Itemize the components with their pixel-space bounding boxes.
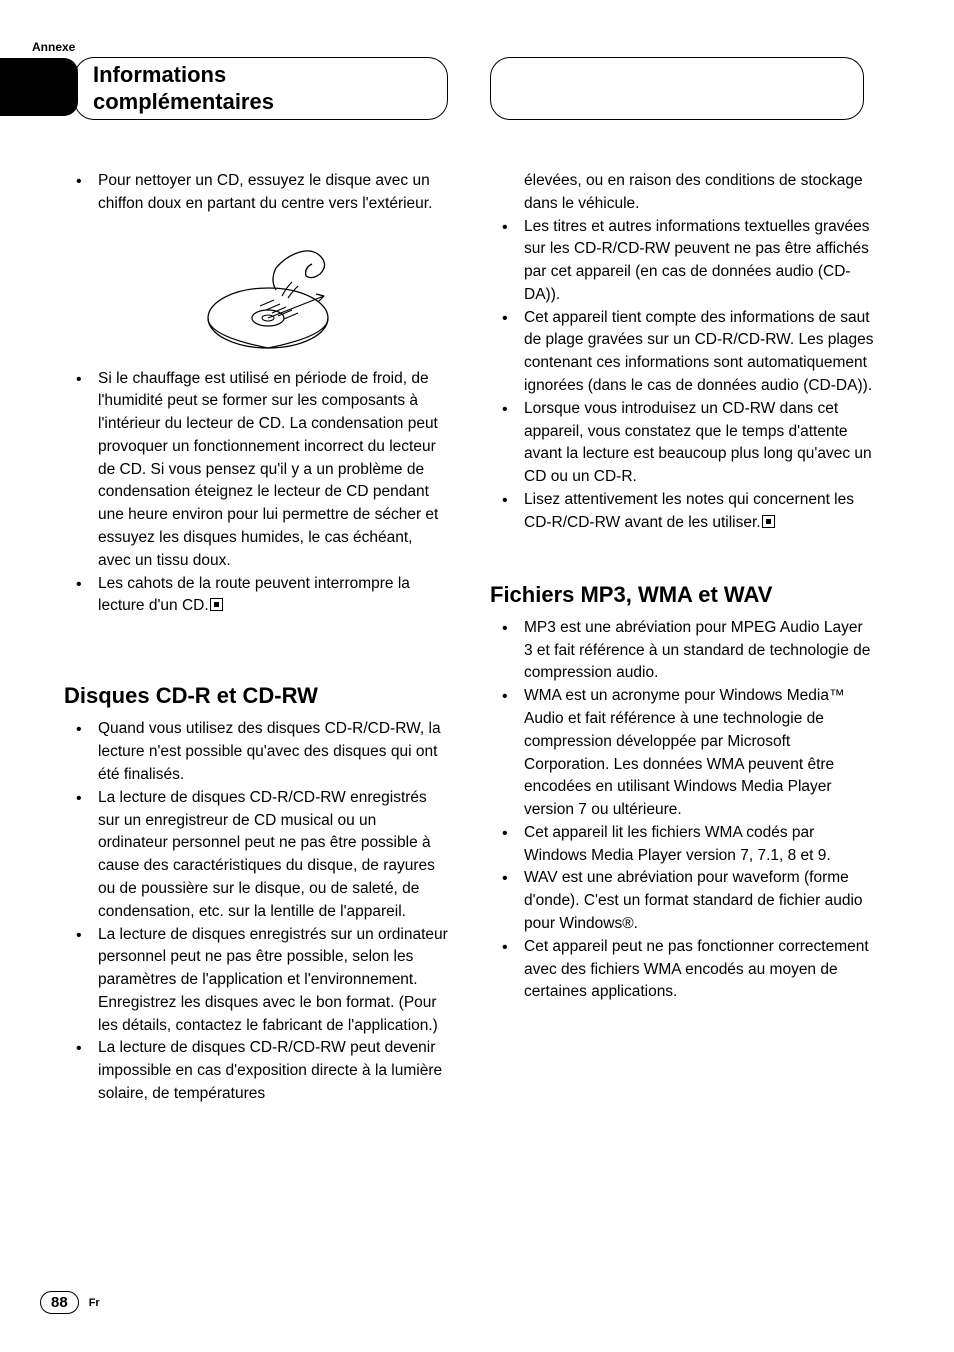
list-item: La lecture de disques CD-R/CD-RW peut de…: [98, 1037, 448, 1105]
bullet-text: Les cahots de la route peuvent interromp…: [98, 575, 410, 615]
bullet-text: WMA est un acronyme pour Windows Media™ …: [524, 687, 844, 818]
list-item: La lecture de disques CD-R/CD-RW enregis…: [98, 787, 448, 924]
page-footer: 88 Fr: [40, 1291, 100, 1314]
list-item: Cet appareil lit les fichiers WMA codés …: [524, 822, 874, 868]
continuation-text: élevées, ou en raison des conditions de …: [490, 170, 874, 216]
end-mark-icon: [210, 598, 223, 611]
content-columns: Pour nettoyer un CD, essuyez le disque a…: [64, 170, 874, 1106]
page-title-line2: complémentaires: [93, 89, 429, 115]
bullet-text: La lecture de disques enregistrés sur un…: [98, 926, 448, 1034]
title-box: Informations complémentaires: [74, 57, 448, 120]
bullet-list-3: Les titres et autres informations textue…: [490, 216, 874, 535]
list-item: WAV est une abréviation pour waveform (f…: [524, 867, 874, 935]
list-item: WMA est un acronyme pour Windows Media™ …: [524, 685, 874, 822]
bullet-text: Cet appareil lit les fichiers WMA codés …: [524, 824, 831, 864]
section-heading-cdr: Disques CD-R et CD-RW: [64, 680, 448, 712]
bullet-text: Cet appareil peut ne pas fonctionner cor…: [524, 938, 869, 1001]
list-item: Les titres et autres informations textue…: [524, 216, 874, 307]
list-item: Cet appareil tient compte des informatio…: [524, 307, 874, 398]
list-item: La lecture de disques enregistrés sur un…: [98, 924, 448, 1038]
page-number: 88: [40, 1291, 79, 1314]
section-heading-mp3: Fichiers MP3, WMA et WAV: [490, 579, 874, 611]
bullet-text: Cet appareil tient compte des informatio…: [524, 309, 873, 394]
list-item: Si le chauffage est utilisé en période d…: [98, 368, 448, 573]
list-item: Cet appareil peut ne pas fonctionner cor…: [524, 936, 874, 1004]
right-column: élevées, ou en raison des conditions de …: [490, 170, 874, 1106]
list-item: Les cahots de la route peuvent interromp…: [98, 573, 448, 619]
bullet-text: Pour nettoyer un CD, essuyez le disque a…: [98, 172, 432, 212]
bullet-text: Si le chauffage est utilisé en période d…: [98, 370, 438, 569]
bullet-text: WAV est une abréviation pour waveform (f…: [524, 869, 863, 932]
bullet-list-4: MP3 est une abréviation pour MPEG Audio …: [490, 617, 874, 1004]
bullet-text: La lecture de disques CD-R/CD-RW enregis…: [98, 789, 435, 920]
side-tab: [0, 58, 78, 116]
bullet-list-1: Pour nettoyer un CD, essuyez le disque a…: [64, 170, 448, 618]
list-item: Lisez attentivement les notes qui concer…: [524, 489, 874, 535]
disc-cleaning-figure: [196, 228, 351, 358]
list-item: MP3 est une abréviation pour MPEG Audio …: [524, 617, 874, 685]
bullet-text: Quand vous utilisez des disques CD-R/CD-…: [98, 720, 441, 783]
bullet-list-2: Quand vous utilisez des disques CD-R/CD-…: [64, 718, 448, 1105]
left-column: Pour nettoyer un CD, essuyez le disque a…: [64, 170, 448, 1106]
empty-title-box: [490, 57, 864, 120]
page-title-line1: Informations: [93, 62, 429, 88]
end-mark-icon: [762, 515, 775, 528]
bullet-text: Lorsque vous introduisez un CD-RW dans c…: [524, 400, 872, 485]
list-item: Quand vous utilisez des disques CD-R/CD-…: [98, 718, 448, 786]
bullet-text: MP3 est une abréviation pour MPEG Audio …: [524, 619, 870, 682]
bullet-text: La lecture de disques CD-R/CD-RW peut de…: [98, 1039, 442, 1102]
list-item: Lorsque vous introduisez un CD-RW dans c…: [524, 398, 874, 489]
list-item: Pour nettoyer un CD, essuyez le disque a…: [98, 170, 448, 358]
page-language: Fr: [89, 1297, 100, 1309]
bullet-text: Les titres et autres informations textue…: [524, 218, 869, 303]
annexe-label: Annexe: [32, 40, 75, 54]
bullet-text: Lisez attentivement les notes qui concer…: [524, 491, 854, 531]
